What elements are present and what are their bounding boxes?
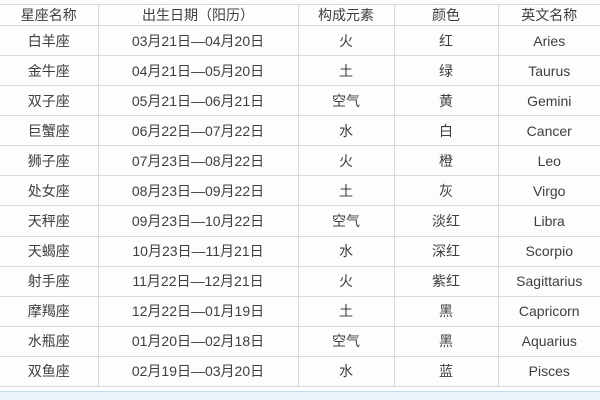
cell-color: 蓝 bbox=[393, 355, 499, 388]
cell-color: 白 bbox=[393, 115, 499, 147]
column-header-element: 构成元素 bbox=[297, 4, 395, 26]
cell-element: 空气 bbox=[297, 85, 395, 117]
cell-english-name: Pisces bbox=[497, 355, 600, 388]
cell-color: 橙 bbox=[393, 145, 499, 177]
cell-birth-date: 01月20日—02月18日 bbox=[97, 325, 299, 357]
cell-sign-name: 水瓶座 bbox=[0, 325, 99, 357]
cell-element: 空气 bbox=[297, 205, 395, 237]
cell-birth-date: 07月23日—08月22日 bbox=[97, 145, 299, 177]
cell-birth-date: 12月22日—01月19日 bbox=[97, 295, 299, 327]
cell-english-name: Aquarius bbox=[497, 325, 600, 357]
table-row: 双子座 05月21日—06月21日 空气黄 Gemini bbox=[0, 85, 600, 117]
column-header-english-name: 英文名称 bbox=[497, 4, 600, 26]
cell-english-name: Taurus bbox=[497, 55, 600, 87]
cell-sign-name: 白羊座 bbox=[0, 24, 99, 57]
cell-english-name: Libra bbox=[497, 205, 600, 237]
cell-element: 火 bbox=[297, 265, 395, 297]
cell-element: 空气 bbox=[297, 325, 395, 357]
cell-birth-date: 03月21日—04月20日 bbox=[97, 24, 299, 57]
table-row: 摩羯座 12月22日—01月19日土黑 Capricorn bbox=[0, 295, 600, 327]
cell-english-name: Virgo bbox=[497, 175, 600, 207]
cell-element: 土 bbox=[297, 175, 395, 207]
cell-birth-date: 04月21日—05月20日 bbox=[97, 55, 299, 87]
column-header-color: 颜色 bbox=[393, 4, 499, 26]
cell-color: 灰 bbox=[393, 175, 499, 207]
column-header-sign-name: 星座名称 bbox=[0, 4, 99, 26]
cell-sign-name: 摩羯座 bbox=[0, 295, 99, 327]
cell-birth-date: 09月23日—10月22日 bbox=[97, 205, 299, 237]
cell-sign-name: 双鱼座 bbox=[0, 355, 99, 388]
cell-birth-date: 10月23日—11月21日 bbox=[97, 235, 299, 267]
cell-sign-name: 双子座 bbox=[0, 85, 99, 117]
cell-sign-name: 射手座 bbox=[0, 265, 99, 297]
table-row: 巨蟹座 06月22日—07月22日水白 Cancer bbox=[0, 115, 600, 147]
cell-birth-date: 05月21日—06月21日 bbox=[97, 85, 299, 117]
table-row: 处女座 08月23日—09月22日土灰 Virgo bbox=[0, 175, 600, 207]
cell-color: 黑 bbox=[393, 325, 499, 357]
cell-sign-name: 处女座 bbox=[0, 175, 99, 207]
cell-english-name: Sagittarius bbox=[497, 265, 600, 297]
table-row: 白羊座 03月21日—04月20日火红 Aries bbox=[0, 24, 600, 57]
cell-birth-date: 08月23日—09月22日 bbox=[97, 175, 299, 207]
cell-english-name: Leo bbox=[497, 145, 600, 177]
cell-element: 水 bbox=[297, 355, 395, 388]
zodiac-table: 星座名称 出生日期（阳历） 构成元素 颜色 英文名称 白羊座 03月21日—04月… bbox=[0, 4, 600, 388]
cell-english-name: Aries bbox=[497, 24, 600, 57]
cell-element: 火 bbox=[297, 24, 395, 57]
column-header-birth-date: 出生日期（阳历） bbox=[97, 4, 299, 26]
cell-element: 土 bbox=[297, 295, 395, 327]
table-body: 白羊座 03月21日—04月20日火红 Aries 金牛座 04月21日—05月20日土… bbox=[0, 24, 600, 388]
cell-sign-name: 天秤座 bbox=[0, 205, 99, 237]
cell-element: 水 bbox=[297, 235, 395, 267]
cell-color: 深红 bbox=[393, 235, 499, 267]
cell-color: 紫红 bbox=[393, 265, 499, 297]
cell-sign-name: 天蝎座 bbox=[0, 235, 99, 267]
cell-color: 黑 bbox=[393, 295, 499, 327]
cell-english-name: Gemini bbox=[497, 85, 600, 117]
cell-element: 水 bbox=[297, 115, 395, 147]
cell-birth-date: 06月22日—07月22日 bbox=[97, 115, 299, 147]
cell-color: 黄 bbox=[393, 85, 499, 117]
table-row: 天秤座 09月23日—10月22日 空气 淡红 Libra bbox=[0, 205, 600, 237]
table-row: 金牛座 04月21日—05月20日土绿 Taurus bbox=[0, 55, 600, 87]
cell-english-name: Cancer bbox=[497, 115, 600, 147]
cell-element: 土 bbox=[297, 55, 395, 87]
table-header: 星座名称 出生日期（阳历） 构成元素 颜色 英文名称 bbox=[0, 4, 600, 26]
cell-sign-name: 金牛座 bbox=[0, 55, 99, 87]
table-row: 双鱼座 02月19日—03月20日水蓝 Pisces bbox=[0, 355, 600, 388]
cell-element: 火 bbox=[297, 145, 395, 177]
cell-english-name: Scorpio bbox=[497, 235, 600, 267]
cell-birth-date: 11月22日—12月21日 bbox=[97, 265, 299, 297]
table-row: 狮子座 07月23日—08月22日火橙 Leo bbox=[0, 145, 600, 177]
table-row: 天蝎座 10月23日—11月21日水深红 Scorpio bbox=[0, 235, 600, 267]
cell-sign-name: 狮子座 bbox=[0, 145, 99, 177]
cell-color: 绿 bbox=[393, 55, 499, 87]
table-row: 水瓶座 01月20日—02月18日 空气黑 Aquarius bbox=[0, 325, 600, 357]
cell-color: 淡红 bbox=[393, 205, 499, 237]
cell-sign-name: 巨蟹座 bbox=[0, 115, 99, 147]
bottom-strip bbox=[0, 391, 600, 400]
table-row: 射手座 11月22日—12月21日火紫红 Sagittarius bbox=[0, 265, 600, 297]
cell-color: 红 bbox=[393, 24, 499, 57]
header-row: 星座名称 出生日期（阳历） 构成元素 颜色 英文名称 bbox=[0, 4, 600, 26]
cell-birth-date: 02月19日—03月20日 bbox=[97, 355, 299, 388]
cell-english-name: Capricorn bbox=[497, 295, 600, 327]
